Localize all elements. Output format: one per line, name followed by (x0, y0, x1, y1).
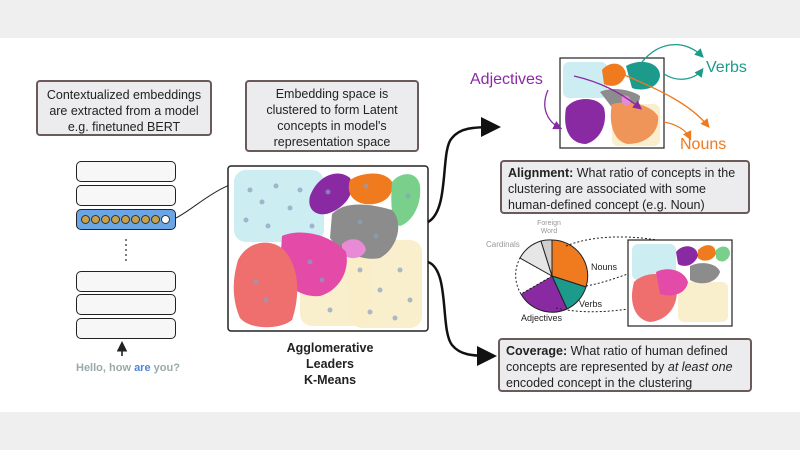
coverage-arrow (427, 260, 497, 366)
verbs-pointer-arrow-2 (663, 67, 704, 80)
coverage-text-2: encoded concept in the clustering (506, 376, 693, 390)
embedding-dot-icon (101, 215, 110, 224)
extraction-description-box: Contextualized embeddings are extracted … (36, 80, 212, 136)
layer-ellipsis-icon (125, 239, 127, 261)
nouns-label: Nouns (680, 136, 727, 153)
embedding-dot-icon (81, 215, 90, 224)
embedding-dot-icon (111, 215, 120, 224)
adjectives-pointer-arrow-2 (544, 89, 563, 130)
input-highlight-word: are (134, 362, 151, 374)
top-right-cluster-panel (559, 57, 665, 149)
embedding-space-panel (227, 165, 429, 332)
clustering-line-3: concepts in model's (277, 119, 387, 133)
extraction-line-3: e.g. finetuned BERT (67, 120, 181, 134)
pie-label-verbs: Verbs (579, 299, 603, 309)
clustering-line-2: clustered to form Latent (266, 103, 398, 117)
clustering-line-4: representation space (273, 135, 391, 149)
clustering-line-1: Embedding space is (275, 87, 389, 101)
model-layer-6 (76, 318, 176, 339)
algorithm-kmeans: K-Means (303, 373, 357, 387)
model-layer-1 (76, 161, 176, 182)
model-layer-2 (76, 185, 176, 206)
nouns-pointer-arrow-2 (663, 121, 692, 141)
nouns-pointer-arrow (621, 73, 710, 129)
input-text-before: Hello, how (76, 362, 135, 374)
clustering-algorithms: Agglomerative Leaders K-Means (250, 340, 410, 388)
nouns-coverage-arrow (565, 236, 686, 248)
alignment-arrow (427, 117, 501, 224)
embedding-points (243, 183, 413, 321)
model-layer-5 (76, 294, 176, 315)
embedding-dot-icon (131, 215, 140, 224)
embedding-dot-icon (91, 215, 100, 224)
embedding-dot-icon (151, 215, 160, 224)
embedding-dot-icon (141, 215, 150, 224)
verbs-label: Verbs (706, 59, 747, 76)
token-embedding-layer (76, 209, 176, 230)
coverage-text-1: What ratio of human defined concepts are… (506, 344, 728, 374)
input-sentence: Hello, how are you? (76, 362, 180, 374)
adjectives-label: Adjectives (470, 71, 543, 88)
algorithm-leaders: Leaders (306, 357, 354, 371)
model-layer-4 (76, 271, 176, 292)
input-text-after: you? (150, 362, 180, 374)
extraction-line-1: Contextualized embeddings (46, 88, 202, 102)
algorithm-agglomerative: Agglomerative (286, 341, 374, 355)
pie-label-cardinals: Cardinals (486, 240, 520, 249)
alignment-box: Alignment: What ratio of concepts in the… (500, 160, 750, 214)
coverage-box: Coverage: What ratio of human defined co… (498, 338, 752, 392)
clustering-description-box: Embedding space is clustered to form Lat… (245, 80, 419, 152)
alignment-title: Alignment: (508, 166, 574, 180)
concept-pie-chart (515, 239, 589, 313)
coverage-title: Coverage: (506, 344, 568, 358)
adjectives-pointer-arrow (573, 75, 643, 110)
embedding-dot-icon (161, 215, 170, 224)
alignment-text: What ratio of concepts in the clustering… (508, 166, 736, 212)
bottom-right-cluster-panel (627, 239, 733, 327)
extraction-line-2: are extracted from a model (49, 104, 199, 118)
coverage-emphasis: at least one (667, 360, 733, 374)
pie-label-adjectives: Adjectives (521, 313, 563, 323)
verbs-pointer-arrow (641, 44, 704, 63)
embedding-dot-icon (121, 215, 130, 224)
pie-label-foreign-word: Foreign Word (537, 220, 561, 235)
pie-label-nouns: Nouns (591, 262, 618, 272)
